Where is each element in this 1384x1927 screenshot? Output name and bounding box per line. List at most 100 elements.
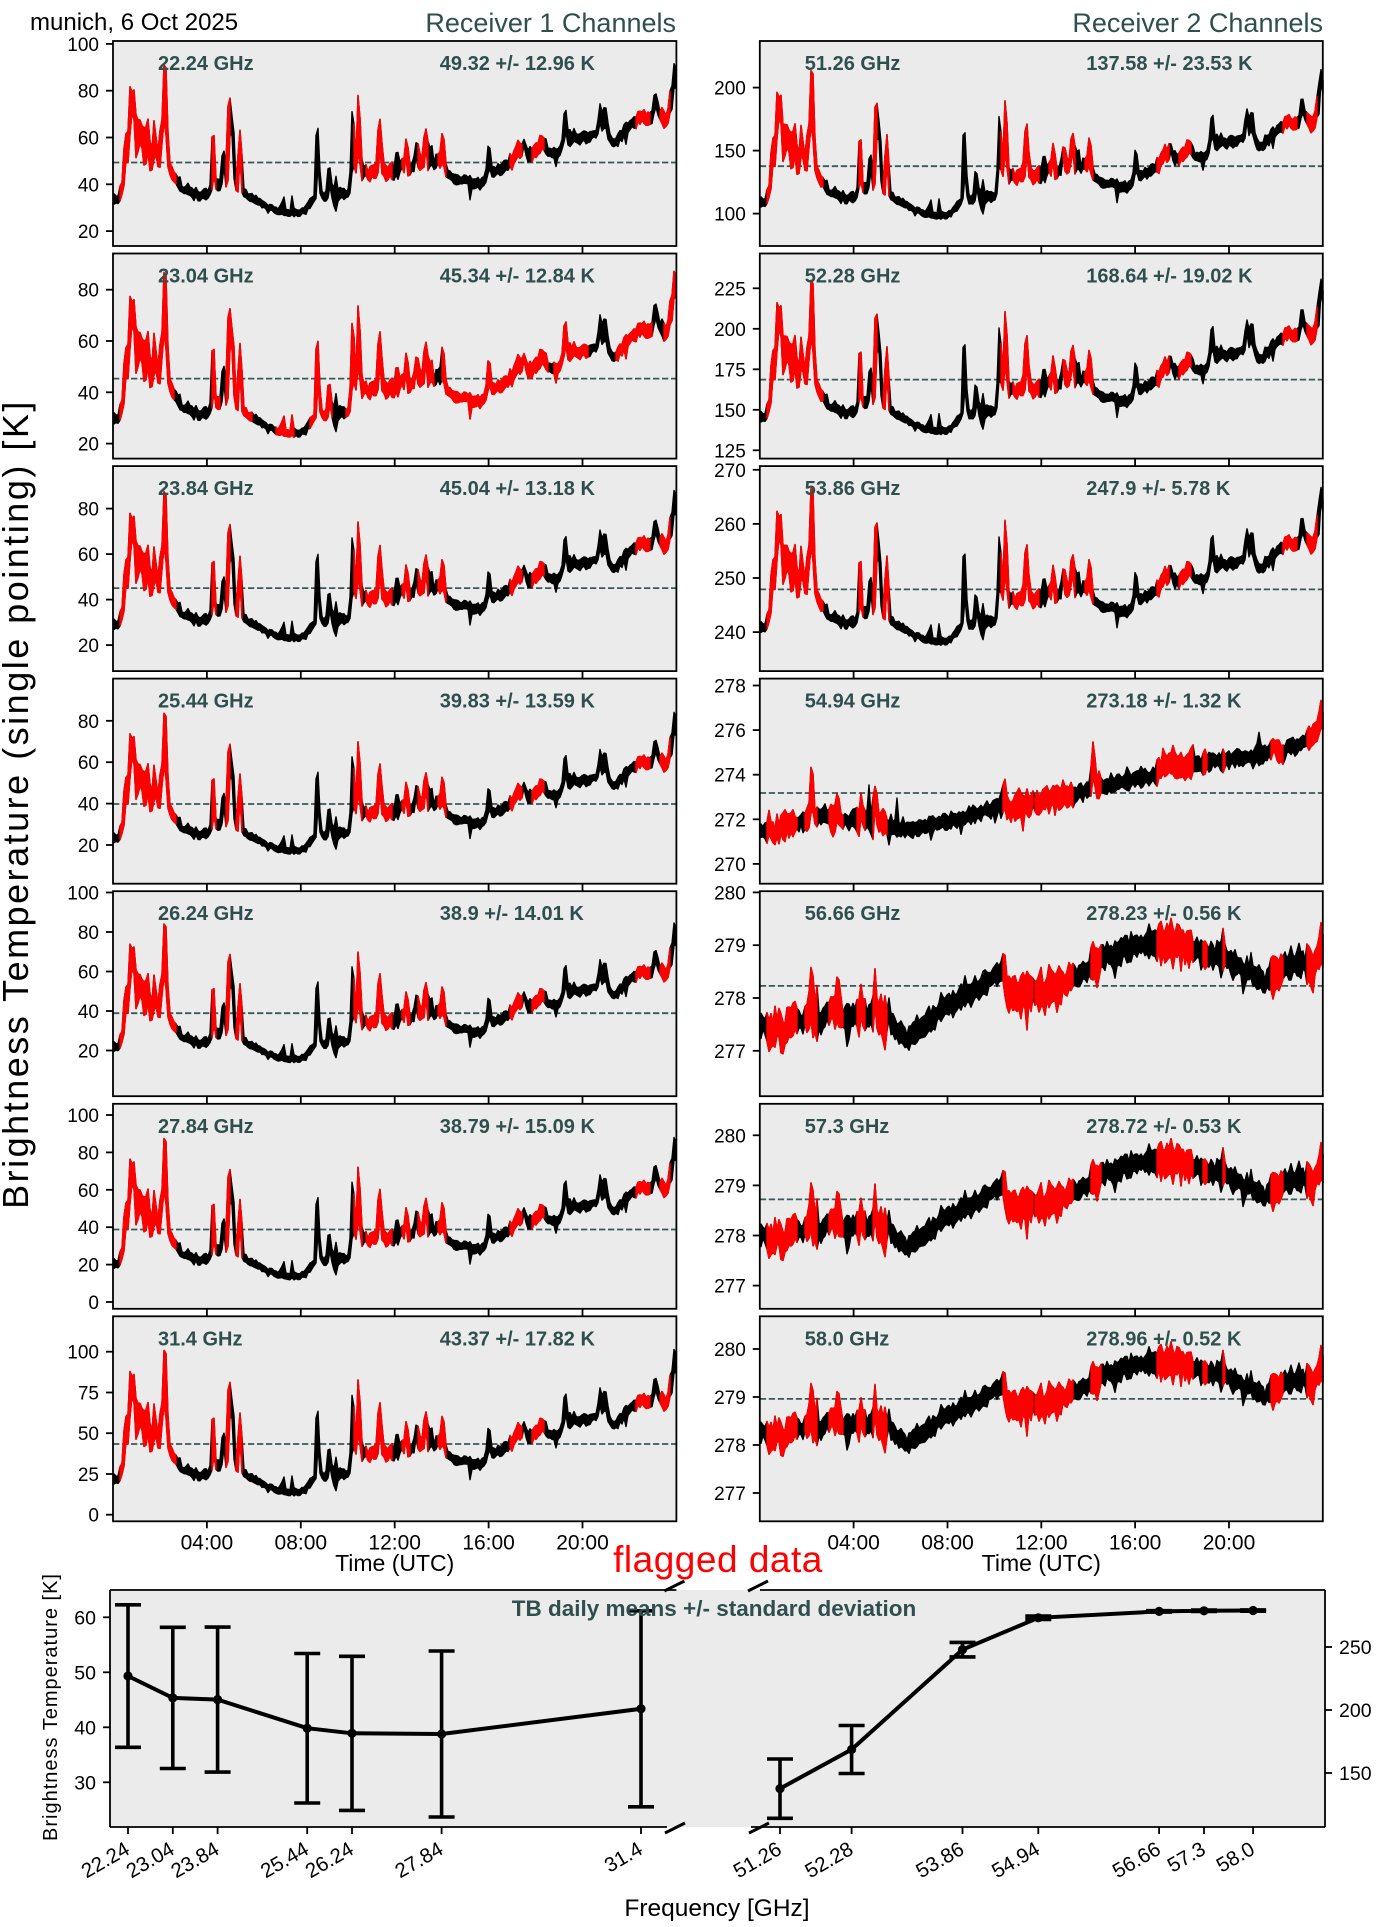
svg-text:20: 20 [78,435,99,456]
svg-text:278: 278 [714,677,746,698]
svg-text:40: 40 [74,1717,96,1739]
svg-text:100: 100 [67,1106,99,1127]
svg-text:38.79 +/- 15.09 K: 38.79 +/- 15.09 K [440,1116,596,1138]
svg-text:278.96 +/- 0.52 K: 278.96 +/- 0.52 K [1086,1328,1242,1350]
svg-text:49.32 +/- 12.96 K: 49.32 +/- 12.96 K [440,53,596,75]
svg-text:23.84 GHz: 23.84 GHz [158,478,254,500]
svg-text:20:00: 20:00 [1203,1531,1256,1554]
svg-text:Time (UTC): Time (UTC) [982,1550,1101,1576]
svg-text:279: 279 [714,1176,746,1197]
svg-text:40: 40 [78,1002,99,1023]
svg-text:200: 200 [714,320,746,341]
svg-text:80: 80 [78,82,99,103]
svg-text:60: 60 [74,1607,96,1629]
svg-text:273.18 +/- 1.32 K: 273.18 +/- 1.32 K [1086,691,1242,713]
svg-text:23.04 GHz: 23.04 GHz [158,266,254,288]
svg-text:25: 25 [78,1465,99,1486]
svg-text:43.37 +/- 17.82 K: 43.37 +/- 17.82 K [440,1328,596,1350]
svg-text:278.72 +/- 0.53 K: 278.72 +/- 0.53 K [1086,1116,1242,1138]
svg-text:150: 150 [1339,1763,1372,1785]
svg-text:0: 0 [88,1293,99,1314]
svg-text:175: 175 [714,360,746,381]
svg-text:40: 40 [78,175,99,196]
svg-text:272: 272 [714,810,746,831]
svg-text:12:00: 12:00 [1015,1531,1068,1554]
svg-text:12:00: 12:00 [368,1531,421,1554]
svg-text:276: 276 [714,721,746,742]
svg-text:40: 40 [78,591,99,612]
svg-text:277: 277 [714,1484,746,1505]
svg-text:20: 20 [78,836,99,857]
svg-text:0: 0 [88,1506,99,1527]
svg-text:250: 250 [714,569,746,590]
svg-text:40: 40 [78,383,99,404]
svg-text:51.26 GHz: 51.26 GHz [805,53,901,75]
svg-text:04:00: 04:00 [181,1531,234,1554]
svg-text:Receiver 2 Channels: Receiver 2 Channels [1072,8,1323,38]
svg-text:270: 270 [714,461,746,482]
svg-text:100: 100 [67,884,99,905]
svg-text:240: 240 [714,623,746,644]
svg-text:277: 277 [714,1277,746,1298]
svg-text:20: 20 [78,222,99,243]
svg-text:57.3 GHz: 57.3 GHz [805,1116,889,1138]
svg-text:60: 60 [78,332,99,353]
svg-text:200: 200 [1339,1700,1372,1722]
svg-text:80: 80 [78,923,99,944]
svg-text:30: 30 [74,1772,96,1794]
svg-text:50: 50 [78,1424,99,1445]
svg-text:53.86 GHz: 53.86 GHz [805,478,901,500]
svg-text:60: 60 [78,129,99,150]
svg-text:260: 260 [714,515,746,536]
svg-text:60: 60 [78,963,99,984]
svg-text:16:00: 16:00 [462,1531,515,1554]
svg-text:40: 40 [78,795,99,816]
svg-text:39.83 +/- 13.59 K: 39.83 +/- 13.59 K [440,691,596,713]
svg-text:100: 100 [67,1343,99,1364]
svg-text:80: 80 [78,500,99,521]
svg-text:flagged data: flagged data [613,1539,823,1580]
svg-text:278: 278 [714,989,746,1010]
svg-text:Time (UTC): Time (UTC) [335,1550,454,1576]
svg-text:60: 60 [78,1181,99,1202]
svg-text:31.4 GHz: 31.4 GHz [158,1328,242,1350]
svg-text:270: 270 [714,855,746,876]
svg-text:247.9 +/- 5.78 K: 247.9 +/- 5.78 K [1086,478,1231,500]
svg-text:278: 278 [714,1227,746,1248]
svg-text:04:00: 04:00 [827,1531,880,1554]
svg-text:125: 125 [714,441,746,462]
svg-text:20: 20 [78,1042,99,1063]
svg-text:20: 20 [78,1256,99,1277]
svg-text:278: 278 [714,1436,746,1457]
svg-text:279: 279 [714,936,746,957]
svg-text:168.64 +/- 19.02 K: 168.64 +/- 19.02 K [1086,266,1253,288]
svg-text:278.23 +/- 0.56 K: 278.23 +/- 0.56 K [1086,903,1242,925]
svg-text:08:00: 08:00 [275,1531,328,1554]
svg-text:274: 274 [714,766,746,787]
svg-text:54.94 GHz: 54.94 GHz [805,691,901,713]
svg-text:52.28 GHz: 52.28 GHz [805,266,901,288]
svg-text:80: 80 [78,1143,99,1164]
svg-text:08:00: 08:00 [921,1531,974,1554]
svg-text:150: 150 [714,142,746,163]
svg-text:100: 100 [67,35,99,56]
svg-text:60: 60 [78,545,99,566]
svg-text:20: 20 [78,636,99,657]
svg-text:22.24 GHz: 22.24 GHz [158,53,254,75]
svg-text:40: 40 [78,1218,99,1239]
svg-text:250: 250 [1339,1637,1372,1659]
svg-text:45.04 +/- 13.18 K: 45.04 +/- 13.18 K [440,478,596,500]
svg-text:150: 150 [714,401,746,422]
svg-text:200: 200 [714,79,746,100]
svg-text:26.24 GHz: 26.24 GHz [158,903,254,925]
svg-text:100: 100 [714,205,746,226]
svg-text:75: 75 [78,1384,99,1405]
svg-text:80: 80 [78,712,99,733]
svg-text:27.84 GHz: 27.84 GHz [158,1116,254,1138]
svg-text:280: 280 [714,1126,746,1147]
svg-text:45.34 +/- 12.84 K: 45.34 +/- 12.84 K [440,266,596,288]
svg-text:TB daily means +/- standard de: TB daily means +/- standard deviation [512,1596,916,1621]
svg-text:60: 60 [78,753,99,774]
svg-text:280: 280 [714,883,746,904]
svg-text:137.58 +/- 23.53 K: 137.58 +/- 23.53 K [1086,53,1253,75]
